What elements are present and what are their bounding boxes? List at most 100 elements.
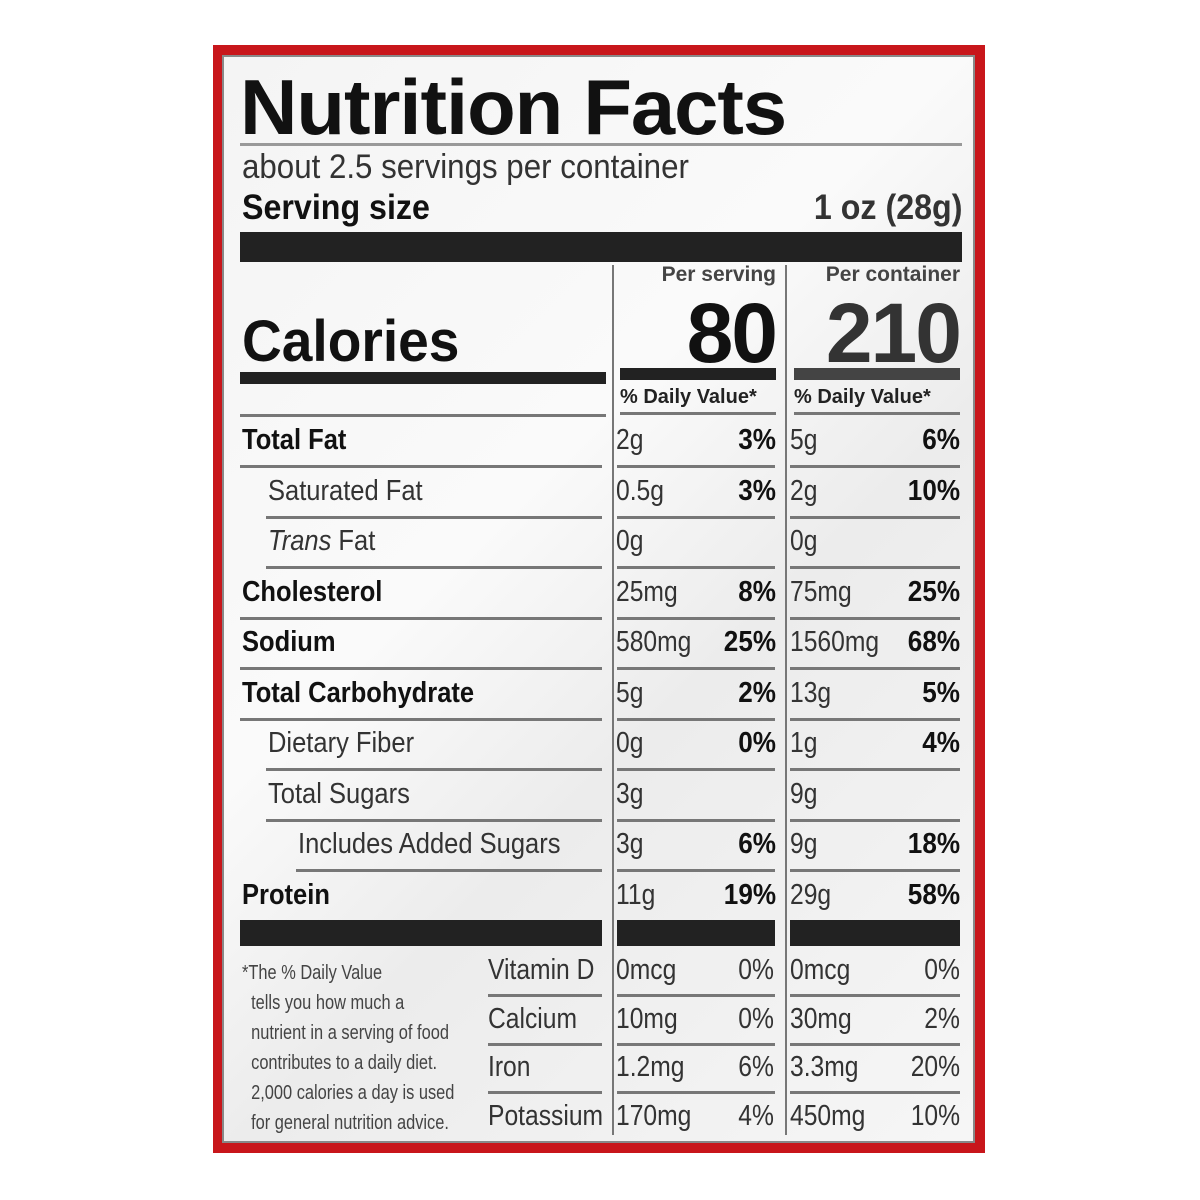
serving-daily-value: 19%	[723, 878, 776, 911]
row-rule	[617, 465, 775, 468]
thick-divider	[790, 920, 960, 946]
nutrient-label: Includes Added Sugars	[298, 828, 561, 860]
row-rule	[240, 717, 602, 721]
row-rule	[617, 515, 775, 519]
nutrient-label: Total Sugars	[268, 777, 410, 810]
row-rule	[617, 566, 775, 569]
nutrient-label: Protein	[242, 878, 330, 911]
serving-amount: 3g	[616, 828, 644, 860]
container-daily-value: 25%	[907, 575, 960, 608]
daily-value-footnote: *The % Daily Value tells you how much a …	[242, 962, 455, 1134]
rule	[620, 368, 776, 380]
row-rule	[790, 818, 960, 822]
rule	[240, 414, 606, 417]
row-rule	[790, 768, 960, 771]
column-divider	[612, 265, 614, 1135]
container-amount: 75mg	[790, 575, 852, 608]
container-daily-value: 20%	[910, 1051, 960, 1083]
calories-per-serving: 80	[686, 286, 778, 380]
container-daily-value: 68%	[907, 626, 960, 658]
serving-amount: 3g	[616, 777, 644, 810]
label-title: Nutrition Facts	[240, 63, 787, 151]
container-amount: 30mg	[790, 1002, 852, 1035]
nutrient-label: Cholesterol	[242, 575, 383, 608]
row-rule	[617, 869, 775, 872]
italic-prefix: Trans	[268, 525, 332, 557]
container-daily-value: 58%	[907, 878, 960, 911]
row-rule	[790, 869, 960, 872]
row-rule	[790, 717, 960, 721]
serving-daily-value: 4%	[738, 1099, 774, 1132]
row-rule	[617, 616, 775, 620]
serving-amount: 10mg	[616, 1002, 678, 1035]
row-rule	[617, 768, 775, 771]
servings-per-container: about 2.5 servings per container	[242, 148, 689, 186]
vitamin-label: Potassium	[488, 1099, 604, 1132]
nutrient-label: Sodium	[242, 626, 336, 658]
serving-amount: 0g	[616, 525, 644, 557]
serving-amount: 0g	[616, 727, 644, 759]
column-divider	[785, 265, 787, 1135]
thick-divider	[240, 920, 602, 946]
row-rule	[266, 566, 602, 569]
serving-amount: 0.5g	[616, 474, 664, 507]
serving-amount: 2g	[616, 424, 644, 456]
serving-daily-value: 2%	[738, 676, 776, 709]
serving-daily-value: 0%	[738, 727, 776, 759]
row-rule	[617, 994, 775, 997]
row-rule	[790, 616, 960, 620]
nutrient-label: Dietary Fiber	[268, 727, 415, 759]
vitamin-label: Vitamin D	[488, 954, 595, 986]
row-rule	[790, 1091, 960, 1094]
container-amount: 2g	[790, 474, 818, 507]
row-rule	[296, 869, 602, 872]
serving-amount: 170mg	[616, 1099, 692, 1132]
calories-label: Calories	[242, 309, 460, 374]
serving-size-label: Serving size	[242, 188, 430, 227]
container-amount: 0g	[790, 525, 818, 557]
container-amount: 13g	[790, 676, 832, 709]
container-daily-value: 0%	[924, 954, 960, 986]
container-daily-value: 4%	[922, 727, 960, 759]
serving-daily-value: 6%	[738, 1051, 774, 1083]
serving-size-value: 1 oz (28g)	[813, 188, 962, 227]
nutrient-label: Trans Fat	[268, 525, 376, 557]
container-amount: 5g	[790, 424, 818, 456]
container-amount: 450mg	[790, 1099, 866, 1132]
container-amount: 9g	[790, 777, 818, 810]
serving-daily-value: 8%	[738, 575, 776, 608]
container-amount: 1g	[790, 727, 818, 759]
thick-divider	[240, 232, 962, 262]
row-rule	[790, 465, 960, 468]
row-rule	[240, 616, 602, 620]
row-rule	[266, 768, 602, 771]
serving-amount: 5g	[616, 676, 644, 709]
container-amount: 0mcg	[790, 954, 851, 986]
per-serving-header: Per serving	[661, 263, 776, 286]
row-rule	[488, 1042, 602, 1046]
vitamin-label: Calcium	[488, 1002, 578, 1035]
container-amount: 1560mg	[790, 626, 880, 658]
nutrient-label: Total Fat	[242, 424, 347, 456]
serving-daily-value: 3%	[738, 474, 776, 507]
container-daily-value: 10%	[910, 1099, 960, 1132]
row-rule	[488, 994, 602, 997]
vitamin-label: Iron	[488, 1051, 531, 1083]
calories-rule	[240, 372, 606, 384]
rule	[794, 368, 960, 380]
daily-value-header: % Daily Value*	[620, 386, 757, 408]
calories-per-container: 210	[825, 286, 962, 380]
daily-value-header: % Daily Value*	[794, 386, 931, 408]
container-daily-value: 18%	[907, 828, 960, 860]
nutrient-label: Saturated Fat	[268, 474, 423, 507]
nutrient-label: Total Carbohydrate	[242, 676, 475, 709]
serving-daily-value: 25%	[723, 626, 776, 658]
row-rule	[266, 818, 602, 822]
container-amount: 29g	[790, 878, 832, 911]
container-amount: 3.3mg	[790, 1051, 859, 1083]
divider	[240, 143, 962, 146]
per-container-header: Per container	[825, 263, 960, 286]
serving-amount: 0mcg	[616, 954, 677, 986]
serving-daily-value: 0%	[738, 954, 774, 986]
serving-daily-value: 3%	[738, 424, 776, 456]
